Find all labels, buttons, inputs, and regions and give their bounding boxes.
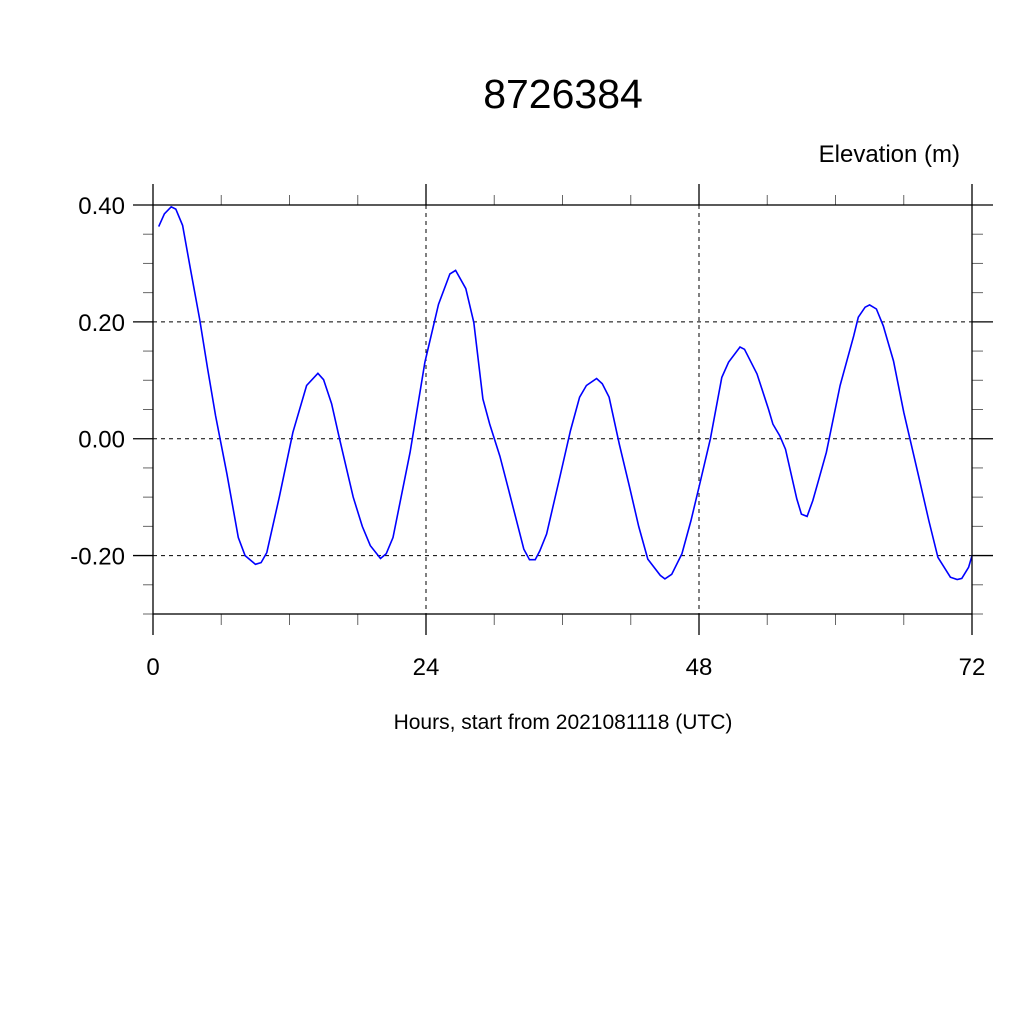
x-tick-label: 72 [959, 654, 986, 681]
grid-lines [152, 204, 973, 614]
tick-labels: 0 24 48 72 0.40 0.20 0.00 -0.20 [70, 193, 985, 681]
y-tick-label: 0.00 [78, 427, 125, 454]
series-line [157, 205, 973, 581]
y-tick-label: -0.20 [70, 544, 125, 571]
chart-title: 8726384 [483, 71, 643, 117]
x-tick-label: 24 [413, 654, 440, 681]
plot-frame [152, 204, 973, 615]
y-tick-label: 0.20 [78, 310, 125, 337]
x-tick-label: 48 [686, 654, 713, 681]
y-axis-label: Elevation (m) [819, 141, 960, 168]
axis-ticks [133, 184, 993, 635]
y-tick-label: 0.40 [78, 193, 125, 220]
x-axis-label: Hours, start from 2021081118 (UTC) [394, 711, 733, 734]
x-tick-label: 0 [146, 654, 159, 681]
